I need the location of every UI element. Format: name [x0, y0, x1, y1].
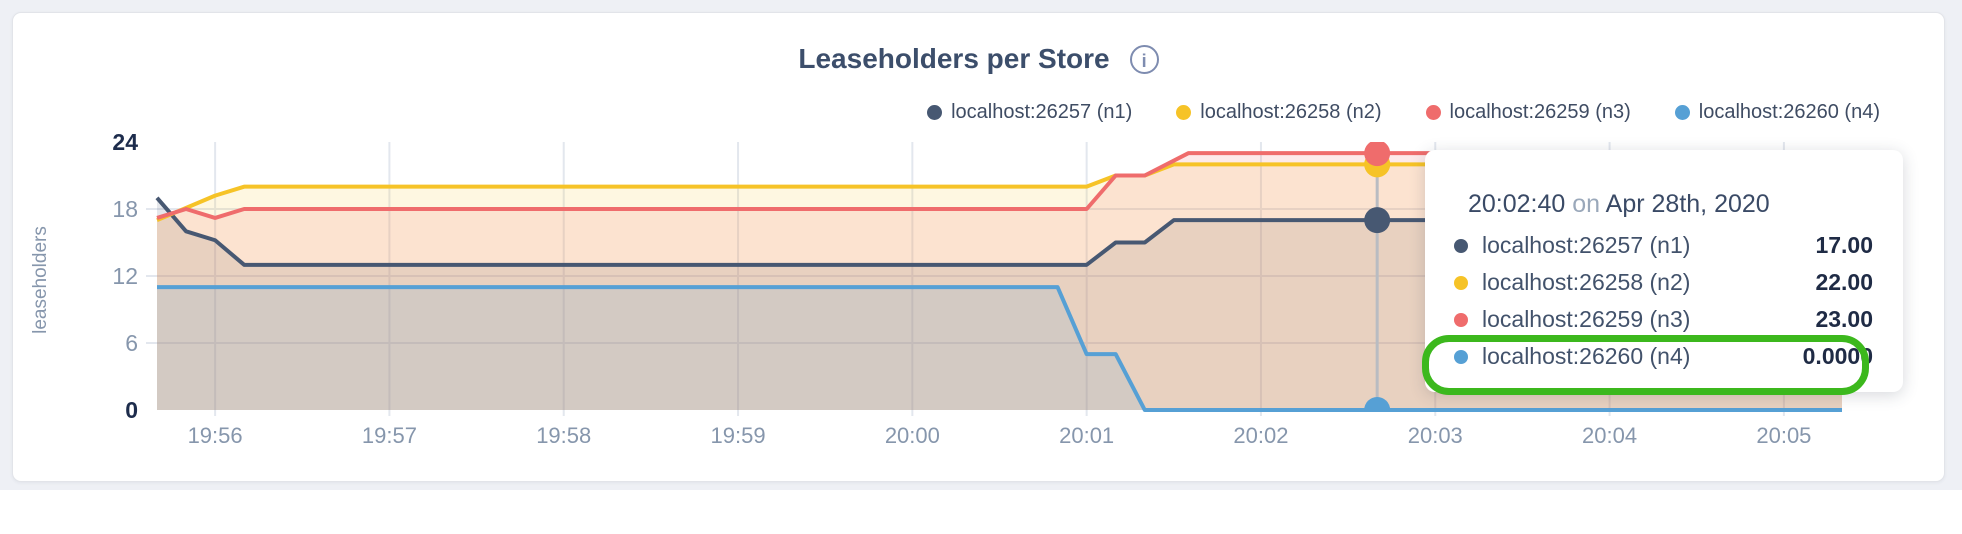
tooltip-row-n2: localhost:26258 (n2) 22.00 — [1452, 264, 1873, 301]
tooltip-series-dot-icon — [1454, 275, 1468, 290]
legend-item-n3: localhost:26259 (n3) — [1425, 101, 1631, 124]
svg-text:20:02: 20:02 — [1233, 423, 1288, 448]
chart-header: Leaseholders per Store i — [13, 43, 1944, 75]
svg-text:18: 18 — [112, 196, 138, 222]
tooltip-date: Apr 28th, 2020 — [1605, 190, 1770, 218]
tooltip-series-label: localhost:26258 (n2) — [1482, 269, 1691, 295]
tooltip-series-label: localhost:26259 (n3) — [1482, 306, 1691, 332]
hover-dot-n3 — [1364, 142, 1391, 167]
hover-tooltip: 20:02:40 on Apr 28th, 2020 localhost:262… — [1422, 150, 1903, 395]
legend-dot-icon — [1425, 105, 1441, 120]
legend-item-n4: localhost:26260 (n4) — [1674, 101, 1880, 124]
info-icon[interactable]: i — [1129, 44, 1159, 74]
legend-item-label: localhost:26260 (n4) — [1698, 101, 1880, 123]
svg-text:20:03: 20:03 — [1408, 423, 1463, 448]
tooltip-connector: on — [1572, 190, 1601, 218]
svg-text:20:00: 20:00 — [885, 423, 940, 448]
legend-item-label: localhost:26257 (n1) — [951, 101, 1133, 123]
series-lines — [155, 151, 1842, 412]
tooltip-series-label: localhost:26257 (n1) — [1482, 232, 1691, 258]
svg-text:6: 6 — [125, 330, 138, 356]
svg-text:19:59: 19:59 — [711, 423, 766, 448]
legend-item-n2: localhost:26258 (n2) — [1176, 101, 1382, 124]
tooltip-series-value: 17.00 — [1815, 232, 1873, 258]
legend-dot-icon — [1176, 105, 1192, 120]
svg-text:20:05: 20:05 — [1756, 423, 1811, 448]
y-axis-labels: 0 6 12 18 24 — [112, 129, 138, 423]
tooltip-time: 20:02:40 — [1468, 190, 1566, 218]
tooltip-series-value: 22.00 — [1815, 269, 1873, 295]
svg-text:24: 24 — [112, 129, 138, 155]
tooltip-series-value: 23.00 — [1815, 306, 1873, 332]
tooltip-row-n1: localhost:26257 (n1) 17.00 — [1452, 227, 1873, 264]
y-axis-title: leaseholders — [30, 226, 51, 334]
legend-item-label: localhost:26259 (n3) — [1449, 101, 1631, 123]
hover-dots — [1364, 142, 1391, 410]
x-axis-labels: 19:56 19:57 19:58 19:59 20:00 20:01 20:02 20:03… — [188, 423, 1812, 448]
hover-dot-n4 — [1364, 397, 1391, 410]
tooltip-series-value: 0.0000 — [1802, 343, 1873, 369]
legend-dot-icon — [927, 105, 943, 120]
tooltip-row-n4: localhost:26260 (n4) 0.0000 — [1452, 338, 1873, 375]
legend-dot-icon — [1674, 105, 1690, 120]
tooltip-series-dot-icon — [1454, 238, 1468, 253]
svg-text:0: 0 — [125, 397, 138, 423]
tooltip-series-dot-icon — [1454, 312, 1468, 327]
tooltip-timestamp: 20:02:40 on Apr 28th, 2020 — [1468, 190, 1873, 220]
svg-text:19:56: 19:56 — [188, 423, 243, 448]
tooltip-rows: localhost:26257 (n1) 17.00 localhost:26258… — [1452, 227, 1873, 375]
svg-text:20:01: 20:01 — [1059, 423, 1114, 448]
tooltip-series-label: localhost:26260 (n4) — [1482, 343, 1691, 369]
legend-item-n1: localhost:26257 (n1) — [927, 101, 1132, 124]
tooltip-row-n3: localhost:26259 (n3) 23.00 — [1452, 301, 1873, 338]
svg-text:12: 12 — [112, 263, 138, 289]
chart-legend: localhost:26257 (n1) localhost:26258 (n2)… — [927, 101, 1880, 124]
svg-text:19:57: 19:57 — [362, 423, 417, 448]
svg-text:19:58: 19:58 — [536, 423, 591, 448]
svg-text:20:04: 20:04 — [1582, 423, 1637, 448]
legend-item-label: localhost:26258 (n2) — [1200, 101, 1382, 123]
hover-dot-n1 — [1364, 207, 1391, 234]
tooltip-series-dot-icon — [1454, 349, 1468, 364]
chart-title: Leaseholders per Store — [798, 43, 1110, 74]
